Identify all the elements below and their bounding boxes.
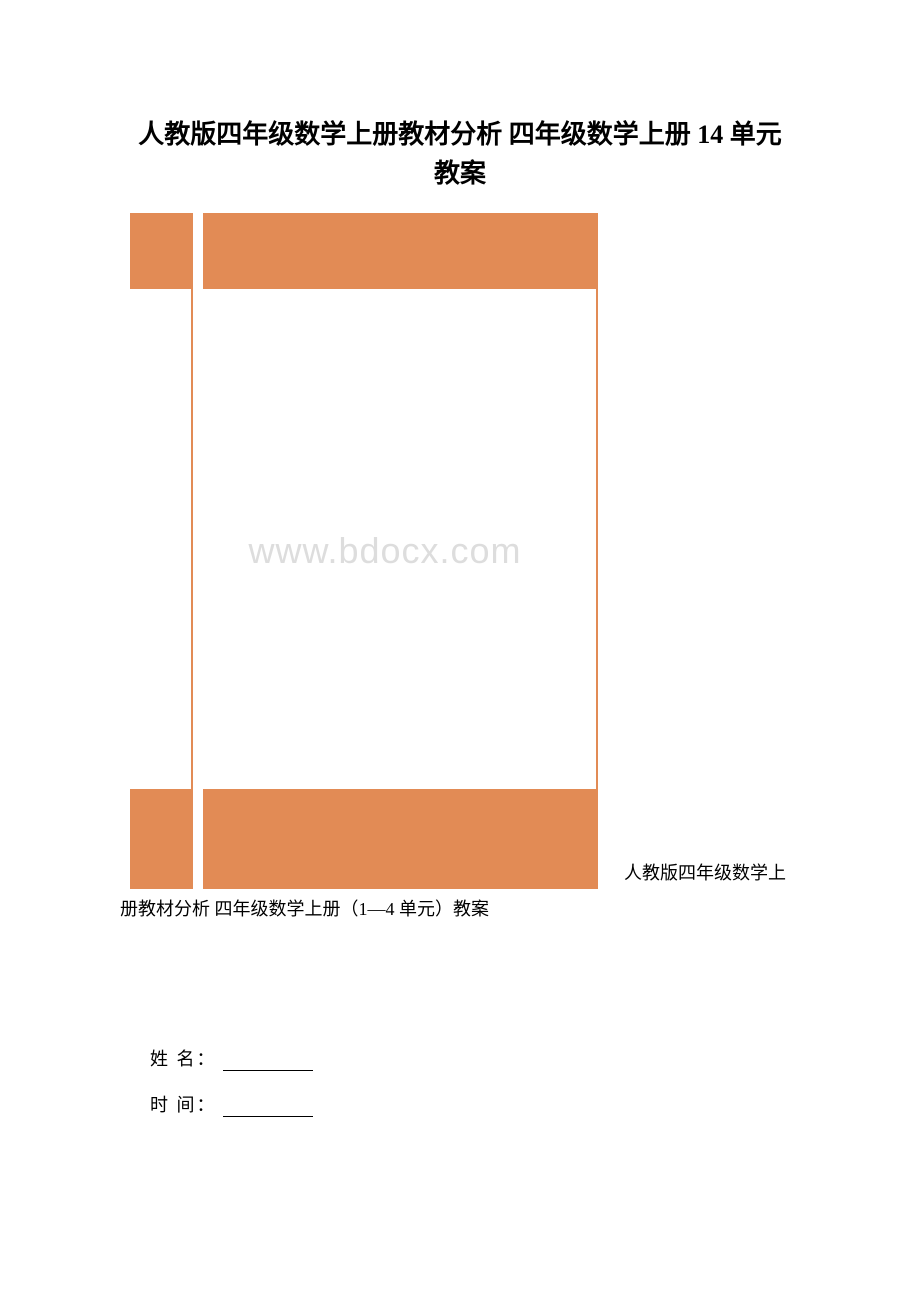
top-gap-left <box>193 213 203 289</box>
frame-and-subtitle: www.bdocx.com 人教版四年级数学上 册教材分析 四年级数学上册（1—… <box>120 213 800 925</box>
top-gap-right <box>598 213 608 289</box>
bottom-gap-left <box>193 801 203 877</box>
form-fields: 姓 名： 时 间： <box>150 1045 800 1117</box>
subtitle-part1: 人教版四年级数学上 <box>624 863 786 883</box>
bottom-bar-left <box>130 789 193 889</box>
name-label: 姓 名： <box>150 1049 217 1069</box>
frame-middle: www.bdocx.com <box>130 289 620 789</box>
document-title: 人教版四年级数学上册教材分析 四年级数学上册 14 单元教案 <box>120 115 800 193</box>
bottom-gap-right <box>598 801 608 877</box>
decorative-scroll-frame: www.bdocx.com <box>130 213 620 889</box>
scroll-frame-wrapper: www.bdocx.com <box>120 213 620 889</box>
time-label: 时 间： <box>150 1095 217 1115</box>
top-bar-left <box>130 213 193 289</box>
watermark-text: www.bdocx.com <box>130 530 620 572</box>
frame-bottom-bar <box>130 789 620 889</box>
time-field-row: 时 间： <box>150 1091 800 1117</box>
top-bar-mid <box>203 213 598 289</box>
name-underline <box>223 1053 313 1071</box>
name-field-row: 姓 名： <box>150 1045 800 1071</box>
frame-top-bar <box>130 213 620 289</box>
time-underline <box>223 1099 313 1117</box>
bottom-bar-mid <box>203 789 598 889</box>
subtitle-part2: 册教材分析 四年级数学上册（1—4 单元）教案 <box>120 893 800 925</box>
page-container: 人教版四年级数学上册教材分析 四年级数学上册 14 单元教案 www.bdocx… <box>0 0 920 1197</box>
